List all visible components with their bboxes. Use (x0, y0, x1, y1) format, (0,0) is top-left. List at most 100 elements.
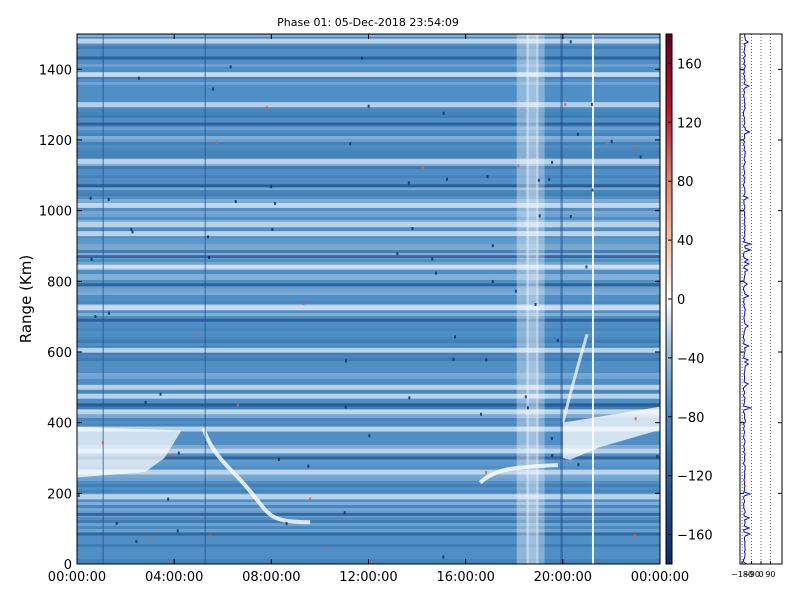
heatmap-row (77, 199, 660, 202)
x-tick-label: 00:00:00 (631, 570, 689, 585)
heatmap-speckle (585, 265, 588, 269)
heatmap-band (77, 448, 660, 454)
colorbar-tick-label: −80 (677, 411, 704, 426)
x-tick-label: 04:00:00 (145, 570, 203, 585)
heatmap-speckle (89, 196, 92, 200)
heatmap-speckle (177, 451, 180, 455)
heatmap-row (77, 250, 660, 253)
heatmap-row (77, 508, 660, 511)
heatmap-row (77, 490, 660, 493)
colorbar-tick-label: −40 (677, 352, 704, 367)
heatmap-row (77, 238, 660, 241)
heatmap-row (77, 505, 660, 508)
heatmap-speckle (271, 228, 274, 232)
y-tick-label: 800 (47, 275, 72, 290)
heatmap-band (77, 318, 660, 322)
heatmap-speckle (486, 175, 489, 179)
heatmap-row (77, 277, 660, 280)
heatmap-speckle (367, 104, 370, 108)
heatmap-row (77, 139, 660, 142)
heatmap-row (77, 445, 660, 448)
heatmap-plot: 00:00:00 04:00:00 08:00:00 12:00:00 16:00:00… (39, 33, 689, 585)
heatmap-speckle (551, 454, 554, 458)
y-tick-label: 0 (64, 558, 72, 573)
heatmap-band (77, 255, 660, 259)
heatmap-speckle (537, 178, 540, 182)
y-tick-label: 1400 (39, 63, 72, 78)
heatmap-band (77, 456, 660, 460)
heatmap-trace (201, 427, 311, 525)
heatmap-band (77, 264, 660, 270)
heatmap-row (77, 133, 660, 136)
heatmap-speckle (349, 142, 352, 146)
heatmap-speckle (309, 497, 312, 501)
heatmap-row (77, 475, 660, 478)
heatmap-speckle (135, 539, 138, 543)
heatmap-speckle (94, 314, 97, 318)
heatmap-speckle (270, 185, 273, 189)
heatmap-band (77, 426, 660, 432)
heatmap-speckle (524, 395, 527, 399)
heatmap-speckle (445, 177, 448, 181)
heatmap-row (77, 262, 660, 265)
heatmap-row (77, 526, 660, 529)
heatmap-row (77, 76, 660, 79)
heatmap-row (77, 157, 660, 160)
heatmap-band (77, 393, 660, 399)
heatmap-speckle (491, 279, 494, 283)
colorbar-tick-label: 40 (677, 234, 694, 249)
heatmap-band (77, 305, 660, 311)
heatmap-band (77, 158, 660, 164)
heatmap-speckle (550, 437, 553, 441)
heatmap-row (77, 253, 660, 256)
heatmap-speckle (396, 252, 399, 256)
heatmap-speckle (90, 257, 93, 261)
heatmap-row (77, 292, 660, 295)
heatmap-row (77, 220, 660, 223)
heatmap-row (77, 109, 660, 112)
heatmap-speckle (454, 335, 457, 339)
heatmap-speckle (144, 400, 147, 404)
heatmap-speckle (211, 87, 214, 91)
heatmap-speckle (138, 76, 141, 80)
y-tick-label: 600 (47, 346, 72, 361)
heatmap-row (77, 136, 660, 139)
heatmap-speckle (274, 202, 277, 206)
heatmap-speckle (159, 392, 162, 396)
heatmap-speckle (514, 289, 517, 293)
heatmap-row (77, 247, 660, 250)
heatmap-row (77, 346, 660, 349)
heatmap-row (77, 544, 660, 547)
colorbar-tick-label: −160 (677, 529, 713, 544)
colorbar-tick-label: 0 (677, 293, 685, 308)
side-x-tick-label: 90 (765, 570, 775, 579)
heatmap-speckle (610, 139, 613, 143)
heatmap-speckle (442, 555, 445, 559)
heatmap-speckle (452, 357, 455, 361)
heatmap-speckle (77, 494, 80, 498)
heatmap-speckle (480, 412, 483, 416)
heatmap-speckle (576, 132, 579, 136)
heatmap-speckle (633, 534, 636, 538)
heatmap-speckle (526, 406, 529, 410)
heatmap-row (77, 406, 660, 409)
heatmap-speckle (577, 463, 580, 467)
heatmap-speckle (556, 338, 559, 342)
heatmap-row (77, 289, 660, 292)
colorbar: 160 120 80 40 0 −40 −80 −120 −160 (665, 33, 713, 565)
heatmap-speckle (326, 546, 329, 550)
heatmap-row (77, 418, 660, 421)
heatmap-speckle (171, 453, 174, 457)
heatmap-row (77, 82, 660, 85)
heatmap-row (77, 187, 660, 190)
heatmap-speckle (591, 188, 594, 192)
heatmap-speckle (107, 197, 110, 201)
heatmap-row (77, 64, 660, 67)
heatmap-speckle (167, 497, 170, 501)
heatmap-row (77, 142, 660, 145)
heatmap-row (77, 127, 660, 130)
heatmap-column (526, 34, 539, 564)
heatmap-speckle (421, 165, 424, 169)
heatmap-speckle (343, 511, 346, 515)
heatmap-band (77, 494, 660, 500)
